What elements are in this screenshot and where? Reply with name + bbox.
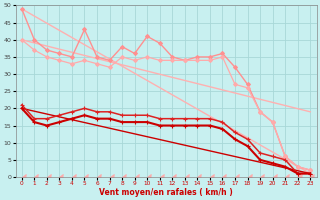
X-axis label: Vent moyen/en rafales ( km/h ): Vent moyen/en rafales ( km/h ) — [99, 188, 233, 197]
